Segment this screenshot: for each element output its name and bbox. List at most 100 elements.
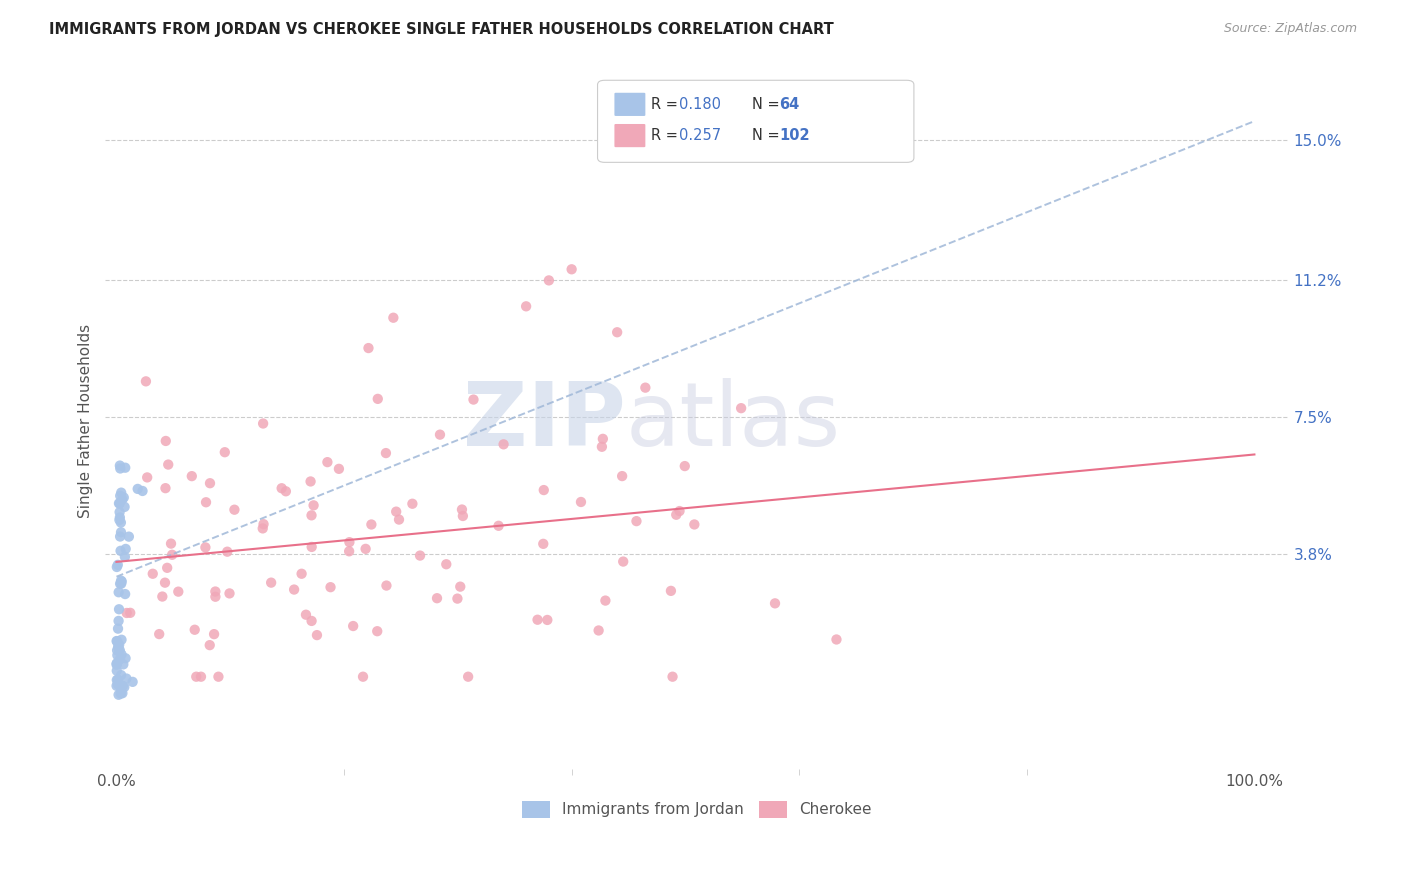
Point — [157, 458, 180, 472]
Point — [401, 497, 423, 511]
Point — [659, 583, 682, 598]
Point — [274, 484, 297, 499]
Point — [536, 613, 558, 627]
Point — [295, 607, 318, 622]
Point — [111, 574, 134, 589]
Point — [610, 469, 633, 483]
Point — [160, 548, 183, 562]
Text: IMMIGRANTS FROM JORDAN VS CHEROKEE SINGLE FATHER HOUSEHOLDS CORRELATION CHART: IMMIGRANTS FROM JORDAN VS CHEROKEE SINGL… — [49, 22, 834, 37]
Point — [155, 481, 177, 495]
Point — [204, 590, 226, 604]
Point — [526, 613, 548, 627]
Text: R =: R = — [651, 128, 682, 143]
Text: N =: N = — [752, 97, 785, 112]
Point — [730, 401, 752, 416]
Point — [111, 686, 134, 700]
Point — [136, 470, 159, 484]
Legend: Immigrants from Jordan, Cherokee: Immigrants from Jordan, Cherokee — [516, 795, 877, 824]
Text: R =: R = — [651, 97, 682, 112]
Point — [111, 679, 134, 693]
Point — [108, 529, 131, 543]
Point — [108, 638, 131, 652]
Point — [388, 512, 411, 526]
Point — [105, 657, 128, 671]
Point — [105, 634, 128, 648]
Point — [111, 492, 134, 507]
Point — [515, 299, 537, 313]
Point — [107, 585, 129, 599]
Point — [588, 624, 610, 638]
Point — [252, 521, 274, 535]
Point — [110, 574, 132, 588]
Point — [252, 517, 274, 532]
Point — [112, 680, 135, 694]
Point — [612, 555, 634, 569]
Point — [194, 541, 217, 555]
Point — [533, 483, 555, 497]
Point — [108, 602, 131, 616]
Point — [446, 591, 468, 606]
Point — [360, 517, 382, 532]
Point — [110, 686, 132, 700]
Text: atlas: atlas — [626, 377, 841, 465]
Point — [114, 587, 136, 601]
Point — [302, 499, 325, 513]
Point — [224, 502, 246, 516]
Point — [328, 462, 350, 476]
Point — [160, 536, 183, 550]
Point — [108, 458, 131, 473]
Point — [110, 461, 132, 475]
Point — [531, 537, 554, 551]
Point — [107, 558, 129, 572]
Point — [665, 508, 688, 522]
Point — [426, 591, 449, 606]
Point — [114, 500, 136, 514]
Point — [488, 518, 510, 533]
Point — [105, 664, 128, 678]
Point — [301, 614, 323, 628]
Point — [114, 549, 136, 564]
Point — [108, 513, 131, 527]
Point — [115, 672, 138, 686]
Point — [108, 505, 131, 519]
Point — [626, 514, 648, 528]
Point — [108, 576, 131, 591]
Point — [763, 596, 786, 610]
Point — [449, 580, 471, 594]
Point — [214, 445, 236, 459]
Point — [342, 619, 364, 633]
Point — [299, 475, 322, 489]
Point — [114, 651, 136, 665]
Point — [105, 673, 128, 687]
Point — [561, 262, 583, 277]
Point — [110, 525, 132, 540]
Point — [110, 686, 132, 700]
Point — [142, 566, 165, 581]
Point — [121, 674, 143, 689]
Point — [114, 460, 136, 475]
Point — [319, 580, 342, 594]
Point — [105, 657, 128, 671]
Point — [207, 670, 229, 684]
Point — [127, 482, 149, 496]
Point — [110, 668, 132, 682]
Point — [107, 677, 129, 691]
Point — [337, 544, 360, 558]
Point — [105, 560, 128, 574]
Point — [354, 541, 377, 556]
Point — [107, 688, 129, 702]
Point — [131, 483, 153, 498]
Point — [107, 622, 129, 636]
Point — [283, 582, 305, 597]
Point — [186, 670, 208, 684]
Point — [595, 593, 617, 607]
Point — [110, 632, 132, 647]
Point — [305, 628, 328, 642]
Point — [180, 469, 202, 483]
Point — [167, 584, 190, 599]
Point — [153, 575, 176, 590]
Point — [375, 578, 398, 592]
Point — [110, 485, 132, 500]
Point — [591, 440, 613, 454]
Point — [339, 535, 361, 549]
